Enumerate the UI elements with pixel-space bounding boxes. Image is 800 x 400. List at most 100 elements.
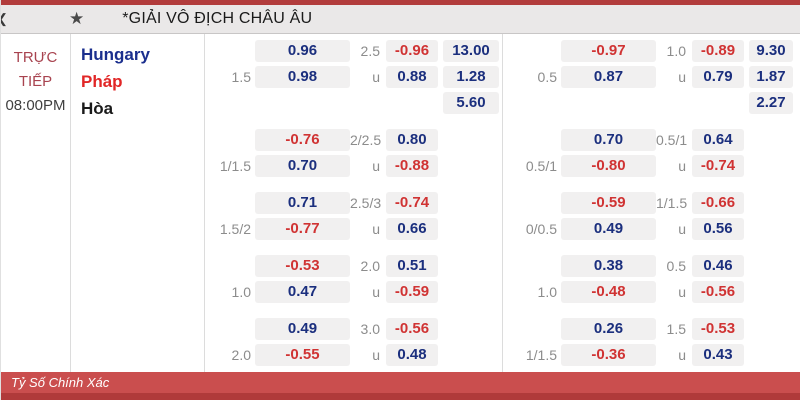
x12-odds-cell-empty [443, 155, 499, 177]
back-chevron-icon[interactable]: ❮ [1, 11, 11, 27]
over-under-odds-cell[interactable]: -0.74 [386, 192, 438, 214]
over-under-odds-cell-empty [386, 92, 438, 114]
handicap-odds-cell[interactable]: -0.59 [561, 192, 656, 214]
over-under-odds-cell[interactable]: -0.59 [386, 281, 438, 303]
x12-odds-cell-empty [749, 192, 793, 214]
over-under-odds-cell[interactable]: 0.56 [692, 218, 744, 240]
handicap-odds-cell-empty [255, 92, 350, 114]
odds-row: 1/1.5 0.70 u -0.88 [207, 153, 502, 179]
footer-bar: Tỷ Số Chính Xác [1, 372, 800, 393]
x12-odds-cell-empty [749, 255, 793, 277]
over-under-label: 0.5/1 [656, 132, 688, 148]
over-under-odds-cell[interactable]: 0.43 [692, 344, 744, 366]
exact-score-link[interactable]: Tỷ Số Chính Xác [11, 375, 110, 390]
handicap-odds-cell[interactable]: 0.49 [561, 218, 656, 240]
handicap-odds-cell[interactable]: 0.70 [561, 129, 656, 151]
favorite-star-icon[interactable]: ★ [69, 9, 85, 28]
over-under-odds-cell[interactable]: -0.88 [386, 155, 438, 177]
handicap-odds-cell[interactable]: 0.70 [255, 155, 350, 177]
odds-grid: 0.96 2.5 -0.96 13.00 1.5 0.98 u 0.88 1.28 5.60 -0.… [205, 34, 799, 372]
handicap-odds-cell[interactable]: 0.96 [255, 40, 350, 62]
handicap-label: 1/1.5 [219, 158, 251, 174]
handicap-odds-cell[interactable]: 0.38 [561, 255, 656, 277]
team-away[interactable]: Pháp [81, 72, 123, 91]
odds-group: 0.49 3.0 -0.56 2.0 -0.55 u 0.48 [207, 316, 502, 368]
over-under-odds-cell[interactable]: -0.89 [692, 40, 744, 62]
handicap-odds-cell[interactable]: -0.76 [255, 129, 350, 151]
over-under-odds-cell[interactable]: -0.56 [692, 281, 744, 303]
odds-group: 0.26 1.5 -0.53 1/1.5 -0.36 u 0.43 [513, 316, 799, 368]
x12-odds-cell[interactable]: 2.27 [749, 92, 793, 114]
odds-row: 0.26 1.5 -0.53 [513, 316, 799, 342]
over-under-label: 0.5 [666, 258, 686, 274]
handicap-odds-cell-empty [561, 92, 656, 114]
over-under-odds-cell[interactable]: 0.80 [386, 129, 438, 151]
over-under-label: 2.5/3 [350, 195, 382, 211]
x12-odds-cell[interactable]: 1.28 [443, 66, 499, 88]
over-under-odds-cell[interactable]: -0.96 [386, 40, 438, 62]
x12-odds-cell[interactable]: 9.30 [749, 40, 793, 62]
x12-odds-cell[interactable]: 5.60 [443, 92, 499, 114]
odds-row: 0.71 2.5/3 -0.74 [207, 190, 502, 216]
handicap-label: 1.5 [231, 69, 251, 85]
handicap-odds-cell[interactable]: -0.80 [561, 155, 656, 177]
handicap-odds-cell[interactable]: -0.97 [561, 40, 656, 62]
kickoff-time: 08:00PM [5, 97, 66, 114]
odds-group: -0.59 1/1.5 -0.66 0/0.5 0.49 u 0.56 [513, 190, 799, 242]
over-under-odds-cell[interactable]: 0.51 [386, 255, 438, 277]
handicap-odds-cell[interactable]: 0.87 [561, 66, 656, 88]
team-home[interactable]: Hungary [81, 45, 150, 64]
over-under-odds-cell[interactable]: -0.74 [692, 155, 744, 177]
top-accent-line [1, 0, 800, 5]
over-under-label: 1/1.5 [656, 195, 688, 211]
over-under-odds-cell[interactable]: 0.46 [692, 255, 744, 277]
handicap-odds-cell[interactable]: 0.49 [255, 318, 350, 340]
over-under-label: u [372, 284, 380, 300]
odds-row: 0.70 0.5/1 0.64 [513, 127, 799, 153]
handicap-odds-cell[interactable]: -0.36 [561, 344, 656, 366]
over-under-label: 1.5 [666, 321, 686, 337]
over-under-label: 1.0 [666, 43, 686, 59]
x12-odds-cell-empty [443, 218, 499, 240]
over-under-odds-cell-empty [692, 92, 744, 114]
odds-row: -0.59 1/1.5 -0.66 [513, 190, 799, 216]
x12-odds-cell-empty [443, 344, 499, 366]
handicap-odds-cell[interactable]: 0.26 [561, 318, 656, 340]
over-under-odds-cell[interactable]: -0.56 [386, 318, 438, 340]
over-under-odds-cell[interactable]: -0.66 [692, 192, 744, 214]
odds-section-left: 0.96 2.5 -0.96 13.00 1.5 0.98 u 0.88 1.28 5.60 -0.… [205, 34, 502, 372]
handicap-odds-cell[interactable]: 0.47 [255, 281, 350, 303]
x12-odds-cell[interactable]: 1.87 [749, 66, 793, 88]
over-under-label: u [678, 158, 686, 174]
handicap-odds-cell[interactable]: 0.98 [255, 66, 350, 88]
handicap-label: 1.0 [231, 284, 251, 300]
over-under-odds-cell[interactable]: 0.64 [692, 129, 744, 151]
over-under-odds-cell[interactable]: 0.88 [386, 66, 438, 88]
over-under-odds-cell[interactable]: -0.53 [692, 318, 744, 340]
odds-row: 1.5 0.98 u 0.88 1.28 [207, 64, 502, 90]
handicap-odds-cell[interactable]: -0.77 [255, 218, 350, 240]
over-under-odds-cell[interactable]: 0.66 [386, 218, 438, 240]
handicap-odds-cell[interactable]: -0.55 [255, 344, 350, 366]
handicap-odds-cell[interactable]: -0.53 [255, 255, 350, 277]
odds-row: 0.5 0.87 u 0.79 1.87 [513, 64, 799, 90]
draw-label[interactable]: Hòa [81, 99, 114, 118]
handicap-odds-cell[interactable]: 0.71 [255, 192, 350, 214]
x12-odds-cell-empty [443, 318, 499, 340]
odds-row: 0.96 2.5 -0.96 13.00 [207, 38, 502, 64]
x12-odds-cell[interactable]: 13.00 [443, 40, 499, 62]
bottom-accent-line [1, 393, 800, 400]
x12-odds-cell-empty [443, 281, 499, 303]
odds-group: 0.70 0.5/1 0.64 0.5/1 -0.80 u -0.74 [513, 127, 799, 179]
handicap-label: 0.5 [537, 69, 557, 85]
handicap-label: 0/0.5 [525, 221, 557, 237]
odds-row: -0.97 1.0 -0.89 9.30 [513, 38, 799, 64]
over-under-label: 3.0 [360, 321, 380, 337]
handicap-odds-cell[interactable]: -0.48 [561, 281, 656, 303]
over-under-label: 2/2.5 [350, 132, 382, 148]
odds-row: 5.60 [207, 90, 502, 116]
over-under-odds-cell[interactable]: 0.79 [692, 66, 744, 88]
over-under-odds-cell[interactable]: 0.48 [386, 344, 438, 366]
odds-group: 0.71 2.5/3 -0.74 1.5/2 -0.77 u 0.66 [207, 190, 502, 242]
league-title: *GIẢI VÔ ĐỊCH CHÂU ÂU [122, 10, 313, 27]
